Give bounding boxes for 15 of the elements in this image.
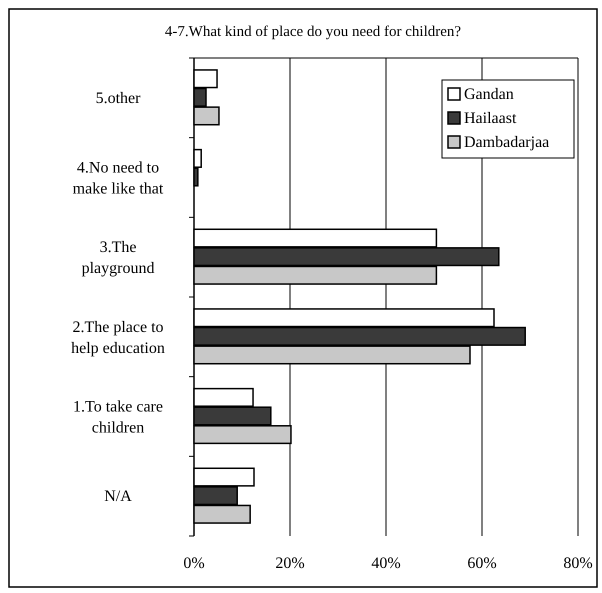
y-tick-label: 5.other [96,90,142,107]
y-tick-label: 3.The playground [82,239,154,278]
legend-label: Gandan [464,86,514,103]
y-tick-label: N/A [104,488,132,506]
x-tick-label: 60% [467,555,497,572]
legend-label: Hailaast [464,110,517,127]
legend-label: Dambadarjaa [464,134,550,151]
x-tick-label: 0% [183,555,205,572]
x-tick-label: 80% [563,555,593,572]
y-tick-label: 4.No need to make like that [72,160,164,198]
y-tick-label: 2.The place to help education [71,318,165,357]
x-tick-label: 40% [371,555,401,572]
y-tick-label: 1.To take care children [73,398,163,436]
chart-title: 4-7.What kind of place do you need for children? [164,24,462,40]
x-tick-label: 20% [275,555,305,572]
